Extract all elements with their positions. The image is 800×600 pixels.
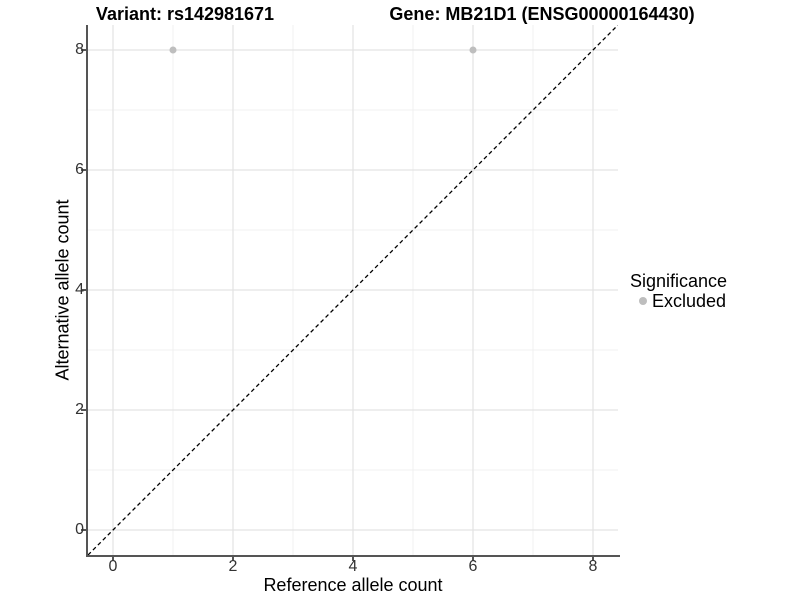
x-tick-mark [472, 557, 474, 561]
y-tick-mark [81, 49, 86, 51]
x-tick-label: 6 [468, 558, 478, 575]
identity-line [87, 24, 619, 556]
variant-title: Variant: rs142981671 [95, 4, 275, 24]
legend-swatch-icon [639, 297, 647, 305]
x-tick-label: 2 [228, 558, 238, 575]
x-tick-label: 4 [348, 558, 358, 575]
data-point [169, 46, 177, 54]
x-axis-title: Reference allele count [263, 575, 443, 595]
gene-title: Gene: MB21D1 (ENSG00000164430) [389, 4, 695, 24]
x-tick-mark [352, 557, 354, 561]
x-tick-label: 8 [588, 558, 598, 575]
x-tick-label: 0 [108, 558, 118, 575]
y-tick-label: 2 [75, 401, 84, 418]
y-tick-label: 8 [75, 41, 84, 58]
y-axis-line [86, 25, 88, 557]
x-tick-mark [592, 557, 594, 561]
plot-canvas [87, 24, 619, 556]
y-tick-mark [81, 409, 86, 411]
x-axis-line [86, 555, 620, 557]
y-tick-mark [81, 289, 86, 291]
y-tick-label: 6 [75, 161, 84, 178]
x-tick-mark [232, 557, 234, 561]
y-axis-title: Alternative allele count [52, 199, 73, 381]
y-tick-label: 0 [75, 521, 84, 538]
legend-title: Significance [630, 271, 728, 291]
legend-entry-excluded: Excluded [630, 292, 727, 310]
legend: Significance Excluded [630, 271, 728, 311]
y-tick-mark [81, 169, 86, 171]
x-tick-mark [112, 557, 114, 561]
y-tick-mark [81, 529, 86, 531]
data-point [469, 46, 477, 54]
legend-entry-label: Excluded [652, 291, 727, 311]
plot-panel [87, 24, 619, 556]
y-tick-label: 4 [75, 281, 84, 298]
